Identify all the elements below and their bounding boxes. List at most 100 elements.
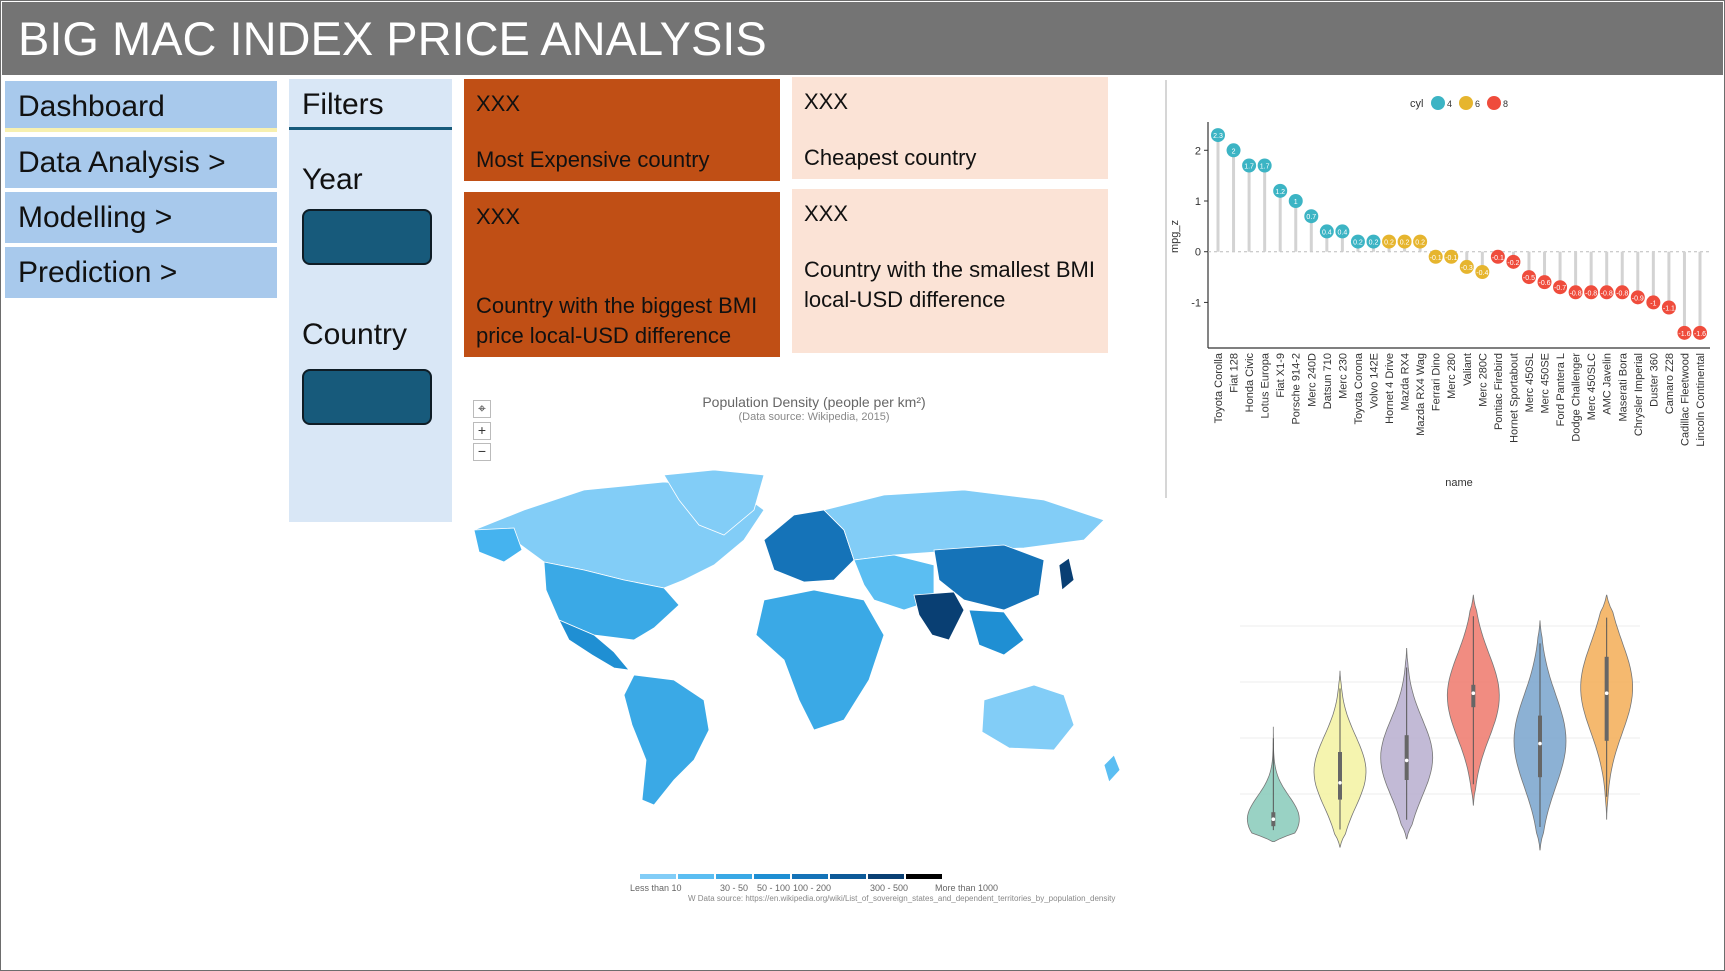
nav-prediction[interactable]: Prediction >: [5, 247, 277, 298]
map-reset-button[interactable]: ⌖: [473, 400, 491, 418]
lollipop-point: [1475, 265, 1490, 279]
map-legend-labels: Less than 10 30 - 50 50 - 100 100 - 200 …: [630, 883, 1030, 895]
year-select[interactable]: [302, 209, 432, 265]
map-region-alaska[interactable]: [473, 527, 523, 563]
point-label: -1.6: [1694, 331, 1706, 338]
point-label: -1.6: [1678, 331, 1690, 338]
point-label: 0.4: [1322, 229, 1332, 236]
violin-box: [1471, 684, 1476, 708]
lollipop-point: [1661, 300, 1676, 315]
lollipop-point: [1693, 325, 1707, 340]
map-legend-label: 100 - 200: [793, 883, 832, 893]
year-label: Year: [302, 163, 363, 196]
x-tick-label: Lotus Europa: [1260, 352, 1272, 418]
x-tick-label: Duster 360: [1648, 353, 1660, 407]
lollipop-point: [1568, 285, 1583, 300]
map-region-greenland[interactable]: [663, 470, 765, 536]
x-tick-label: Hornet 4 Drive: [1384, 353, 1396, 424]
x-tick-label: Valiant: [1462, 353, 1474, 386]
map-legend-swatch: [640, 874, 676, 879]
map-region-southeast-asia[interactable]: [968, 609, 1025, 656]
point-label: -0.8: [1601, 290, 1613, 297]
map-legend-label: 30 - 50: [720, 883, 749, 893]
lollipop-point: [1273, 183, 1288, 198]
point-label: -1: [1650, 300, 1656, 307]
violin-median: [1538, 741, 1542, 746]
country-select[interactable]: [302, 369, 432, 425]
point-label: 0.2: [1353, 240, 1363, 247]
lollipop-point: [1226, 143, 1241, 158]
lollipop-point: [1257, 158, 1272, 173]
map-region-south-america[interactable]: [623, 674, 710, 806]
lollipop-point: [1646, 295, 1661, 310]
map-region-mexico[interactable]: [558, 619, 630, 671]
point-label: -0.4: [1476, 270, 1488, 277]
point-label: -0.8: [1616, 290, 1628, 297]
map-region-china[interactable]: [933, 544, 1045, 611]
x-tick-label: Merc 280: [1446, 353, 1458, 399]
country-label: Country: [302, 318, 408, 351]
map-region-australia[interactable]: [981, 684, 1075, 751]
lollipop-point: [1304, 209, 1319, 224]
kpi-biggest-difference: XXX Country with the biggest BMI price l…: [464, 192, 780, 357]
x-tick-label: Merc 450SL: [1524, 353, 1536, 412]
x-tick-label: Hornet Sportabout: [1508, 353, 1520, 443]
point-label: 0.2: [1369, 240, 1379, 247]
map-region-russia[interactable]: [823, 489, 1105, 561]
lollipop-point: [1521, 270, 1536, 285]
map-zoom-out-button[interactable]: −: [473, 443, 491, 461]
x-tick-label: Dodge Challenger: [1571, 353, 1583, 442]
x-tick-label: Mazda RX4: [1400, 353, 1412, 410]
nav-dashboard[interactable]: Dashboard: [5, 81, 277, 132]
y-tick-label: 1: [1195, 196, 1201, 208]
map-legend-swatch: [716, 874, 752, 879]
lollipop-point: [1382, 234, 1397, 249]
map-legend-swatch: [868, 874, 904, 879]
map-zoom-in-button[interactable]: +: [473, 422, 491, 440]
nav-data-analysis[interactable]: Data Analysis >: [5, 137, 277, 188]
legend-title: cyl: [1410, 98, 1423, 110]
legend-swatch: [1487, 96, 1501, 110]
map-region-india[interactable]: [913, 591, 965, 641]
nav-modelling[interactable]: Modelling >: [5, 192, 277, 243]
point-label: -1.1: [1663, 306, 1675, 313]
lollipop-point: [1490, 249, 1505, 264]
lollipop-point: [1444, 249, 1459, 264]
filters-title: Filters: [289, 79, 452, 130]
y-tick-label: -1: [1191, 297, 1201, 309]
x-tick-label: Volvo 142E: [1368, 353, 1380, 409]
y-tick-label: 2: [1195, 145, 1201, 157]
kpi-label: Country with the smallest BMI local-USD …: [804, 257, 1095, 312]
point-label: -0.3: [1461, 265, 1473, 272]
x-tick-label: Merc 450SLC: [1586, 353, 1598, 420]
point-label: 0.7: [1306, 214, 1316, 221]
x-tick-label: AMC Javelin: [1602, 353, 1614, 415]
lollipop-point: [1599, 285, 1614, 300]
map-region-japan[interactable]: [1058, 557, 1075, 591]
map-legend-swatch: [906, 874, 942, 879]
lollipop-point: [1211, 128, 1225, 143]
point-label: -0.2: [1507, 260, 1519, 267]
map-region-usa[interactable]: [543, 561, 680, 641]
kpi-most-expensive: XXX Most Expensive country: [464, 79, 780, 181]
map-region-africa[interactable]: [755, 589, 885, 731]
x-tick-label: Merc 230: [1337, 353, 1349, 399]
point-label: 1: [1294, 199, 1298, 206]
kpi-value: XXX: [476, 204, 521, 229]
lollipop-point: [1413, 234, 1428, 249]
violin-median: [1471, 691, 1476, 695]
map-legend-label: Less than 10: [630, 883, 682, 893]
point-label: 0.2: [1384, 240, 1394, 247]
lollipop-point: [1366, 234, 1381, 249]
lollipop-point: [1428, 249, 1443, 264]
point-label: 2.3: [1213, 133, 1223, 140]
lollipop-point: [1553, 280, 1568, 295]
map-region-new-zealand[interactable]: [1103, 754, 1121, 783]
x-tick-label: Cadillac Fleetwood: [1679, 353, 1691, 446]
kpi-label: Country with the biggest BMI price local…: [476, 293, 758, 348]
map-legend-swatch: [792, 874, 828, 879]
x-tick-label: Maserati Bora: [1617, 352, 1629, 421]
filters-panel: Filters Year Country: [289, 79, 452, 522]
lollipop-point: [1459, 259, 1474, 274]
